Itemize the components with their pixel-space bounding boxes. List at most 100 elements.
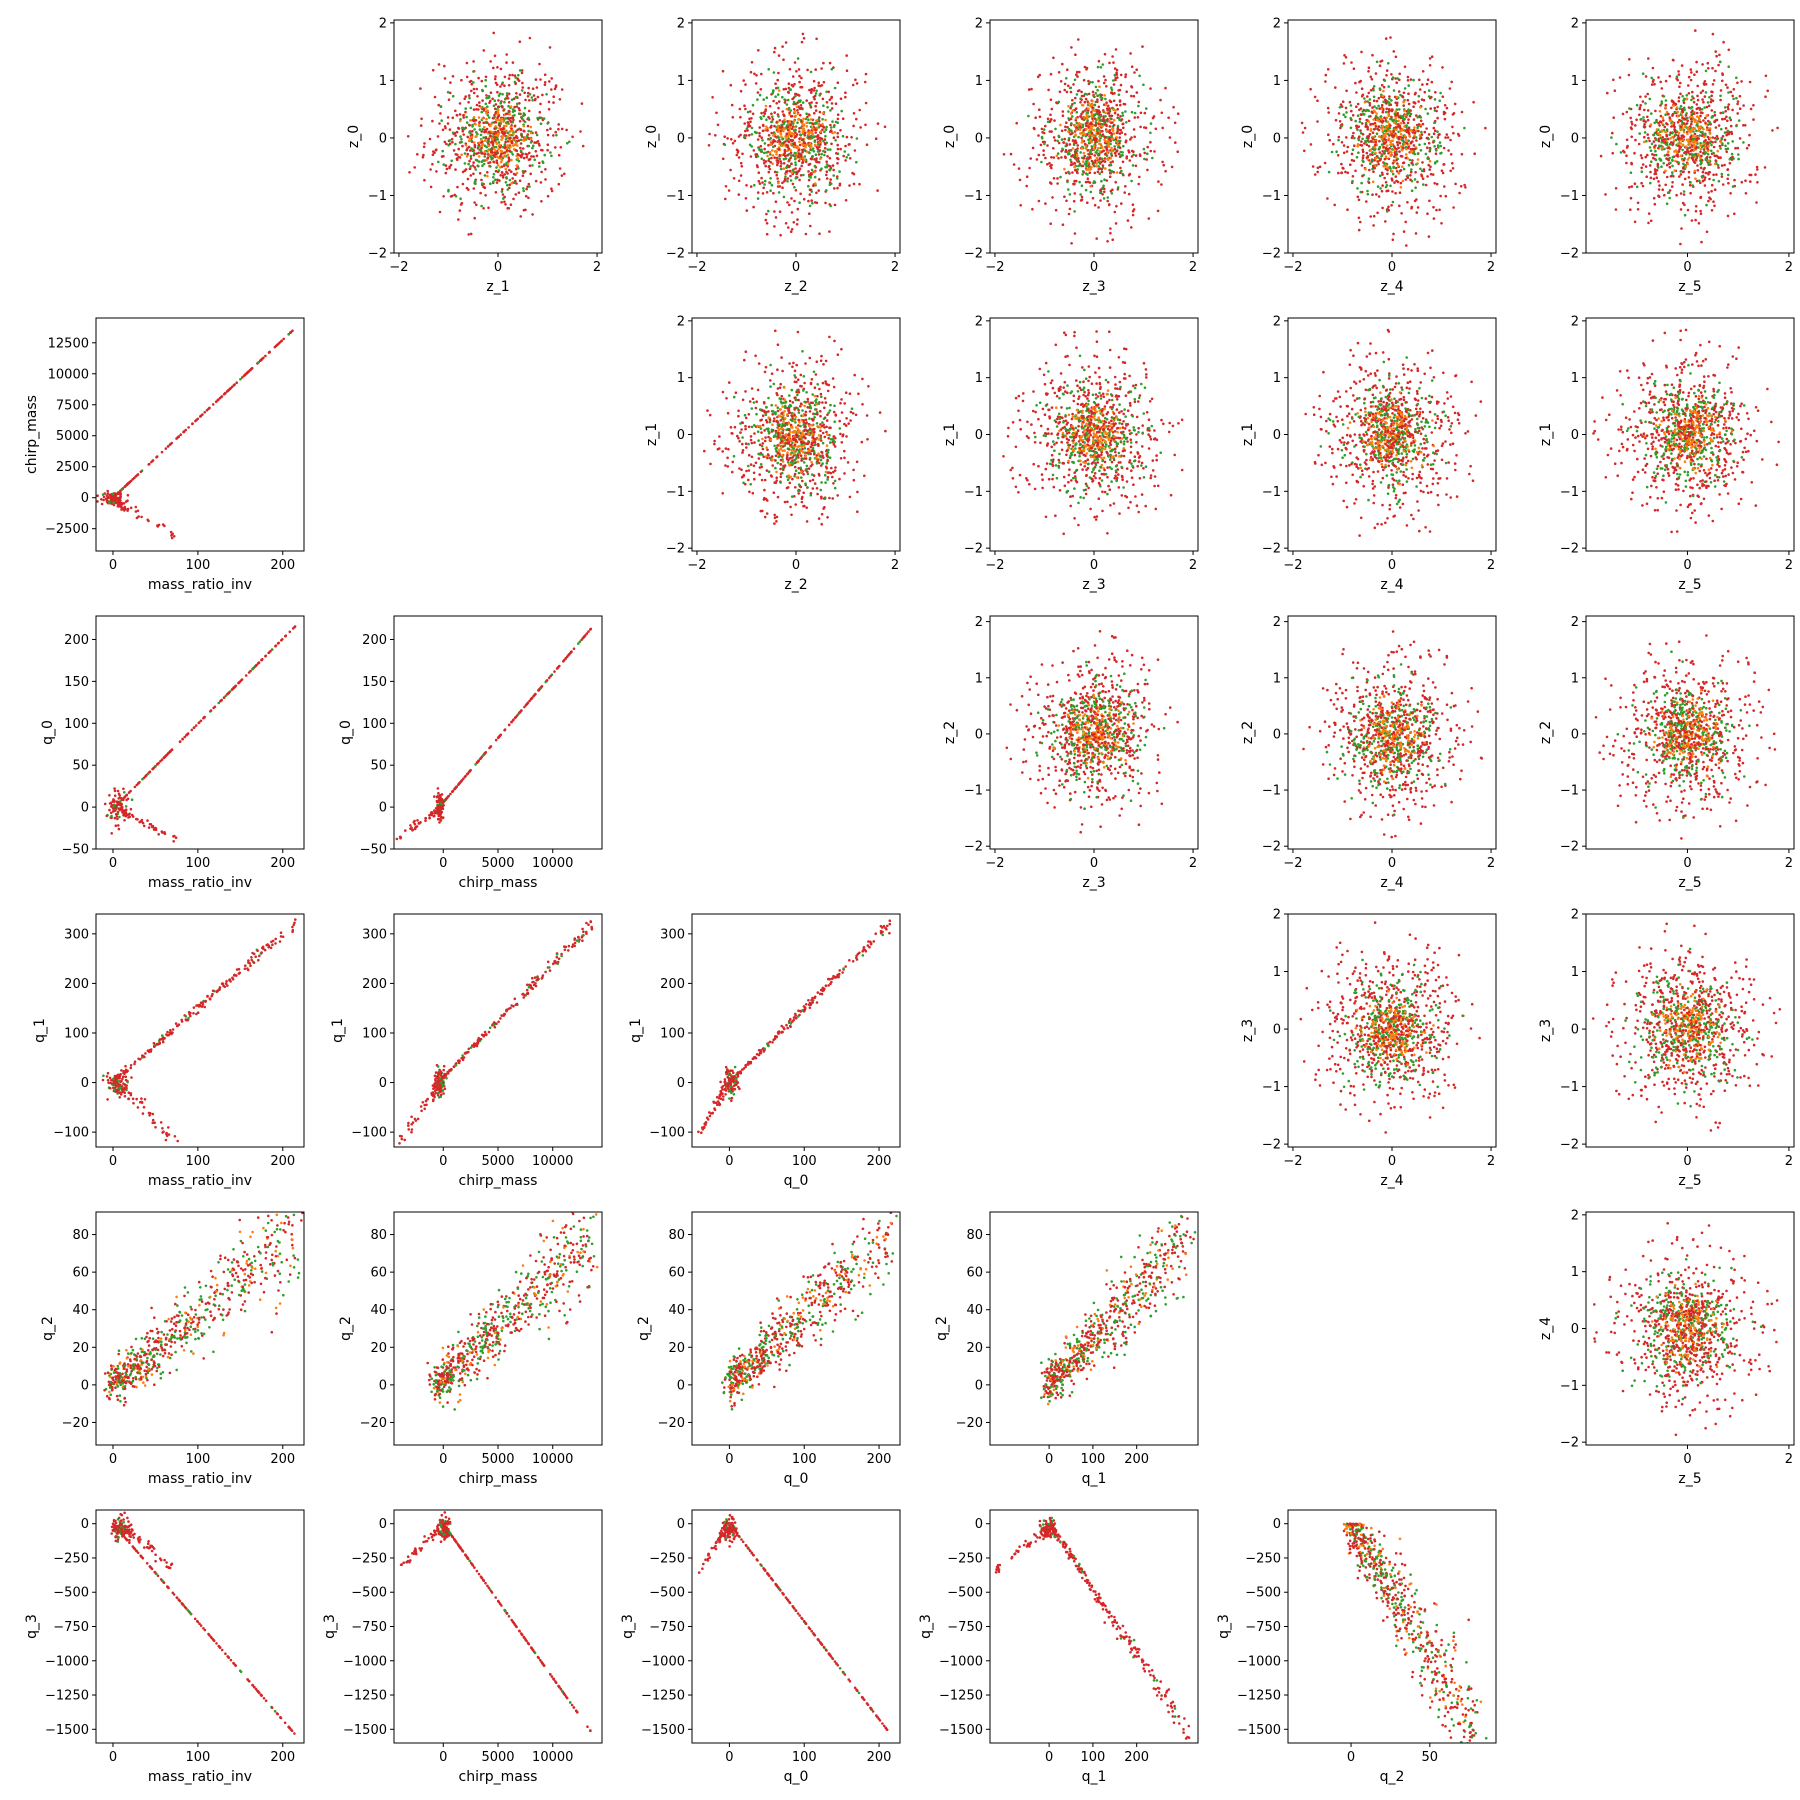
- data-point: [1082, 94, 1086, 97]
- data-point: [823, 147, 827, 150]
- data-point: [1124, 139, 1128, 142]
- data-point: [832, 136, 836, 139]
- data-point: [1074, 53, 1077, 56]
- data-point: [1771, 129, 1774, 132]
- data-point: [555, 133, 558, 137]
- data-point: [1370, 77, 1374, 81]
- data-point: [493, 54, 497, 58]
- data-point: [1111, 55, 1114, 58]
- data-point: [1366, 125, 1369, 129]
- data-point: [481, 164, 484, 167]
- data-point: [1145, 107, 1148, 110]
- data-point: [1073, 78, 1077, 82]
- data-point: [1149, 149, 1153, 153]
- data-point: [782, 162, 786, 165]
- data-point: [1099, 189, 1102, 192]
- data-point: [520, 134, 523, 137]
- data-point: [1389, 103, 1393, 106]
- data-point: [1689, 68, 1693, 71]
- data-point: [485, 127, 489, 131]
- data-point: [1395, 103, 1399, 107]
- data-point: [1127, 119, 1131, 123]
- data-point: [776, 159, 780, 162]
- data-point: [817, 153, 821, 156]
- y-tick-label: −1: [1262, 189, 1281, 204]
- data-point: [1084, 188, 1088, 192]
- data-point: [839, 147, 842, 151]
- data-point: [467, 162, 470, 166]
- data-point: [1699, 141, 1702, 145]
- data-point: [1687, 75, 1691, 79]
- data-point: [1711, 66, 1714, 70]
- data-point: [1085, 127, 1088, 131]
- data-point: [517, 79, 521, 83]
- data-point: [1389, 124, 1392, 127]
- data-point: [1108, 120, 1111, 123]
- data-point: [770, 120, 774, 123]
- data-point: [1726, 105, 1730, 109]
- data-point: [1387, 205, 1390, 209]
- data-point: [794, 94, 797, 98]
- data-point: [1037, 153, 1041, 157]
- data-point: [1352, 67, 1356, 70]
- data-point: [1676, 121, 1680, 124]
- data-point: [818, 145, 821, 149]
- data-point: [798, 130, 801, 133]
- data-point: [1391, 179, 1394, 182]
- data-point: [1092, 147, 1096, 151]
- data-point: [1116, 186, 1120, 189]
- data-point: [1097, 112, 1101, 115]
- data-point: [509, 203, 513, 206]
- data-point: [777, 106, 780, 110]
- data-point: [1625, 161, 1628, 165]
- data-point: [1707, 67, 1710, 70]
- data-point: [1356, 114, 1360, 117]
- data-point: [821, 97, 825, 101]
- data-point: [1708, 156, 1712, 159]
- data-point: [461, 129, 465, 133]
- data-point: [441, 128, 445, 132]
- data-point: [790, 120, 793, 123]
- data-point: [1738, 94, 1742, 98]
- data-point: [793, 126, 797, 129]
- data-point: [1663, 147, 1666, 151]
- data-point: [802, 117, 805, 121]
- data-point: [778, 157, 782, 161]
- data-point: [1386, 172, 1389, 176]
- data-point: [1683, 108, 1686, 111]
- data-point: [1303, 149, 1306, 153]
- data-point: [1676, 110, 1679, 114]
- data-point: [828, 230, 831, 233]
- data-point: [1399, 186, 1403, 189]
- data-point: [786, 154, 789, 157]
- data-point: [1665, 175, 1669, 179]
- data-point: [1685, 112, 1688, 115]
- data-point: [825, 101, 829, 104]
- data-point: [1711, 141, 1714, 144]
- data-point: [1726, 147, 1730, 150]
- data-point: [517, 191, 521, 194]
- data-point: [535, 154, 539, 158]
- data-point: [464, 95, 468, 98]
- data-point: [809, 144, 813, 148]
- data-point: [1406, 201, 1409, 204]
- data-point: [799, 133, 802, 137]
- data-point: [1358, 135, 1361, 138]
- data-point: [855, 137, 859, 140]
- data-point: [1416, 152, 1420, 156]
- data-point: [1100, 122, 1104, 126]
- data-point: [1399, 129, 1402, 133]
- data-point: [1121, 151, 1124, 154]
- data-point: [494, 103, 498, 106]
- data-point: [550, 88, 553, 91]
- data-point: [502, 124, 506, 128]
- data-point: [1736, 146, 1740, 150]
- data-point: [1705, 230, 1709, 234]
- data-point: [1402, 91, 1406, 95]
- data-point: [473, 128, 476, 131]
- data-point: [785, 103, 789, 106]
- data-point: [1644, 165, 1648, 168]
- data-point: [1355, 124, 1358, 128]
- data-point: [781, 110, 784, 113]
